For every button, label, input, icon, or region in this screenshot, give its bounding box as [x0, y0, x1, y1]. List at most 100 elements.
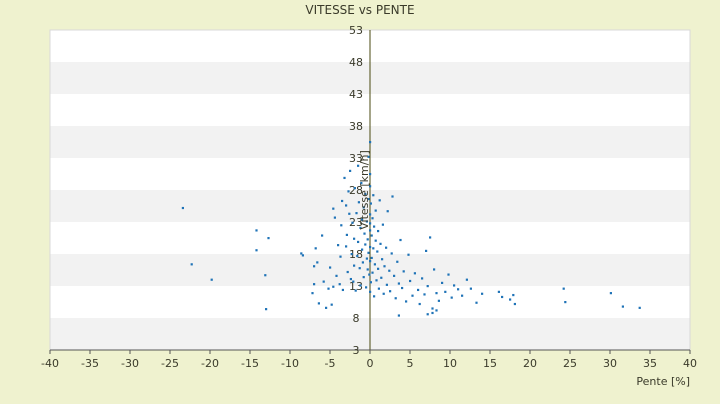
x-tick-label: 20: [523, 357, 537, 370]
data-point: [390, 252, 393, 255]
y-tick-label: 28: [349, 184, 363, 197]
data-points: [181, 141, 641, 317]
data-point: [433, 268, 436, 271]
x-tick-label: -10: [281, 357, 299, 370]
data-point: [376, 250, 379, 253]
data-point: [332, 207, 335, 210]
data-point: [513, 302, 516, 306]
data-point: [373, 225, 376, 228]
data-point: [341, 199, 344, 203]
x-tick-label: 10: [443, 357, 457, 370]
data-point: [362, 276, 365, 279]
data-point: [300, 252, 303, 255]
data-point: [497, 290, 500, 293]
data-point: [369, 245, 372, 249]
data-point: [361, 261, 364, 264]
data-point: [265, 308, 268, 311]
data-point: [378, 199, 381, 202]
data-point: [373, 295, 376, 298]
data-point: [382, 292, 385, 295]
data-point: [357, 201, 360, 204]
data-point: [369, 281, 372, 284]
data-point: [361, 218, 364, 221]
data-point: [377, 267, 380, 270]
data-point: [335, 274, 338, 277]
data-point: [426, 285, 429, 288]
data-point: [358, 267, 361, 270]
data-point: [369, 173, 372, 176]
data-point: [377, 287, 380, 290]
data-point: [413, 272, 416, 275]
y-tick-label: 48: [349, 56, 363, 69]
data-point: [301, 254, 304, 257]
y-tick-label: 43: [349, 88, 363, 101]
data-point: [345, 204, 348, 207]
data-point: [396, 260, 399, 263]
data-point: [255, 249, 258, 252]
data-point: [426, 313, 429, 316]
data-point: [343, 176, 346, 180]
x-tick-label: 40: [683, 357, 697, 370]
data-point: [264, 274, 267, 277]
data-point: [383, 265, 386, 268]
x-tick-label: 25: [563, 357, 577, 370]
data-point: [338, 283, 341, 286]
data-point: [465, 278, 468, 281]
data-point: [368, 273, 371, 276]
data-point: [453, 284, 456, 287]
y-tick-label: 13: [349, 280, 363, 293]
data-point: [316, 261, 319, 264]
data-point: [437, 299, 440, 302]
data-point: [321, 234, 324, 237]
y-tick-label: 38: [349, 120, 363, 133]
data-point: [444, 290, 447, 293]
data-point: [461, 294, 464, 297]
data-point: [340, 224, 343, 227]
data-point: [394, 297, 397, 300]
data-point: [365, 257, 368, 260]
x-tick-label: 35: [643, 357, 657, 370]
y-tick-label: 23: [349, 216, 363, 229]
data-point: [255, 229, 258, 232]
data-point: [379, 242, 382, 245]
data-point: [364, 243, 367, 246]
data-point: [332, 285, 335, 288]
data-point: [372, 247, 375, 250]
data-point: [509, 298, 512, 301]
data-point: [411, 294, 414, 297]
data-point: [337, 244, 340, 247]
data-point: [377, 229, 380, 233]
data-point: [380, 276, 383, 279]
data-point: [481, 292, 484, 295]
data-point: [405, 300, 408, 303]
data-point: [359, 284, 362, 287]
data-point: [190, 263, 193, 266]
data-point: [369, 290, 372, 293]
data-point: [407, 253, 410, 256]
data-point: [364, 192, 367, 196]
data-point: [354, 289, 357, 292]
data-point: [501, 295, 504, 299]
data-point: [371, 217, 374, 220]
x-tick-label: 15: [483, 357, 497, 370]
data-point: [322, 280, 325, 283]
data-point: [357, 240, 360, 244]
data-point: [399, 238, 402, 242]
data-point: [369, 260, 372, 263]
data-point: [435, 309, 438, 312]
data-point: [352, 280, 355, 283]
x-tick-label: 5: [407, 357, 414, 370]
data-point: [353, 237, 356, 240]
data-point: [423, 293, 426, 296]
data-point: [401, 286, 404, 290]
data-point: [362, 206, 365, 209]
data-point: [267, 237, 270, 240]
data-point: [447, 273, 450, 276]
y-tick-label: 33: [349, 152, 363, 165]
data-point: [372, 194, 375, 197]
data-point: [317, 302, 320, 305]
data-point: [347, 190, 350, 193]
data-point: [367, 197, 370, 201]
data-point: [341, 288, 344, 292]
